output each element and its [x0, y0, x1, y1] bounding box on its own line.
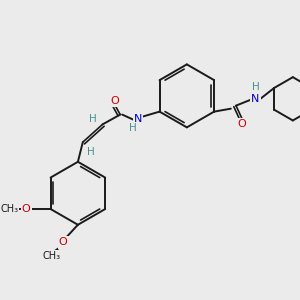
Text: O: O	[237, 119, 246, 129]
Text: CH₃: CH₃	[0, 204, 18, 214]
Text: H: H	[87, 147, 94, 157]
Text: N: N	[134, 115, 142, 124]
Text: O: O	[59, 238, 68, 248]
Text: N: N	[251, 94, 260, 104]
Text: H: H	[89, 113, 97, 124]
Text: CH₃: CH₃	[42, 251, 60, 261]
Text: O: O	[22, 204, 30, 214]
Text: O: O	[110, 96, 119, 106]
Text: H: H	[252, 82, 259, 92]
Text: H: H	[129, 123, 137, 134]
